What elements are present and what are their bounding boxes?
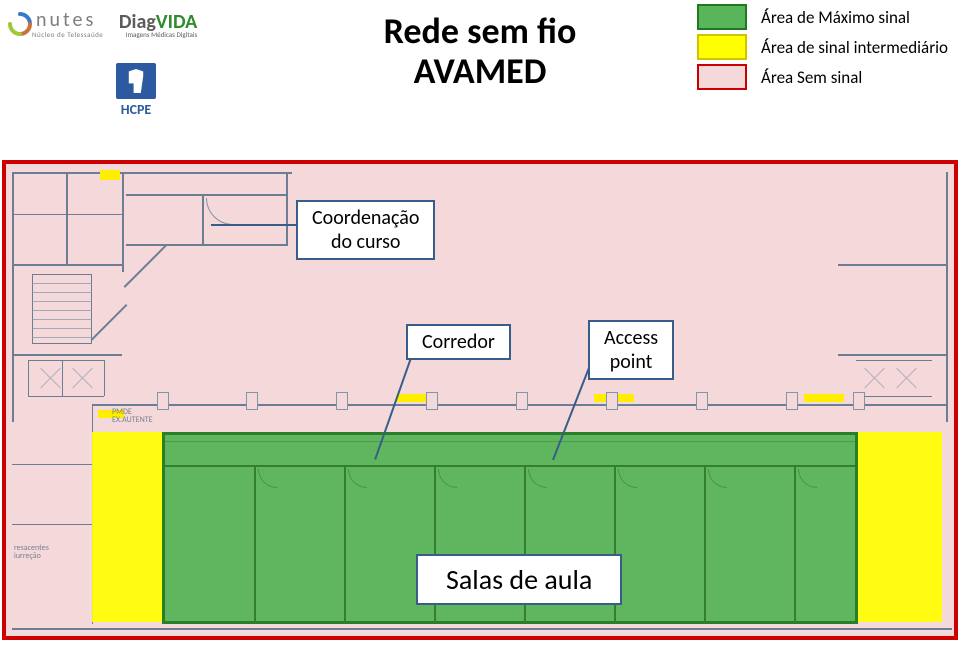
hcpe-label: HCPE [116,101,156,118]
nutes-swirl-icon [8,12,32,36]
callout-ap-l1: Access [604,326,658,350]
label-salas: Salas de aula [416,554,622,605]
callout-accesspoint: Access point [588,320,674,380]
leader-coord [211,224,296,226]
callout-coord-l1: Coordenação [312,206,419,230]
title-line2: AVAMED [384,52,577,92]
page-title: Rede sem fio AVAMED [384,12,577,91]
label-salas-text: Salas de aula [446,562,592,597]
nutes-logo: nutes Núcleo de Telessaúde [8,8,103,39]
legend-label-max: Área de Máximo sinal [761,7,910,28]
legend-item-none: Área Sem sinal [697,64,948,90]
legend-swatch-mid [697,34,747,60]
legend-swatch-none [697,64,747,90]
nutes-text: nutes [36,8,96,32]
legend-swatch-max [697,4,747,30]
callout-coord-l2: do curso [331,230,401,254]
legend-label-mid: Área de sinal intermediário [761,37,948,58]
callout-coordenacao: Coordenação do curso [296,200,435,260]
header: nutes Núcleo de Telessaúde DiagVIDA Imag… [0,0,960,150]
legend: Área de Máximo sinal Área de sinal inter… [697,4,948,94]
legend-label-none: Área Sem sinal [761,67,862,88]
nutes-subtext: Núcleo de Telessaúde [32,30,103,39]
floorplan: resacentesiurreção PMDEEX.AUTENTE Coorde… [2,160,958,640]
legend-item-mid: Área de sinal intermediário [697,34,948,60]
title-line1: Rede sem fio [384,12,577,52]
hcpe-icon [116,63,156,99]
callout-corr-text: Corredor [422,330,495,354]
hcpe-logo: HCPE [116,63,156,118]
legend-item-max: Área de Máximo sinal [697,4,948,30]
callout-ap-l2: point [610,350,653,374]
diagvida-logo: DiagVIDA Imagens Médicas Digitais [119,10,197,39]
diag-subtext: Imagens Médicas Digitais [119,30,197,39]
zone-yellow-left [92,432,164,622]
callout-corredor: Corredor [406,324,511,360]
logo-group: nutes Núcleo de Telessaúde DiagVIDA Imag… [8,8,197,39]
zone-yellow-right [856,432,942,622]
